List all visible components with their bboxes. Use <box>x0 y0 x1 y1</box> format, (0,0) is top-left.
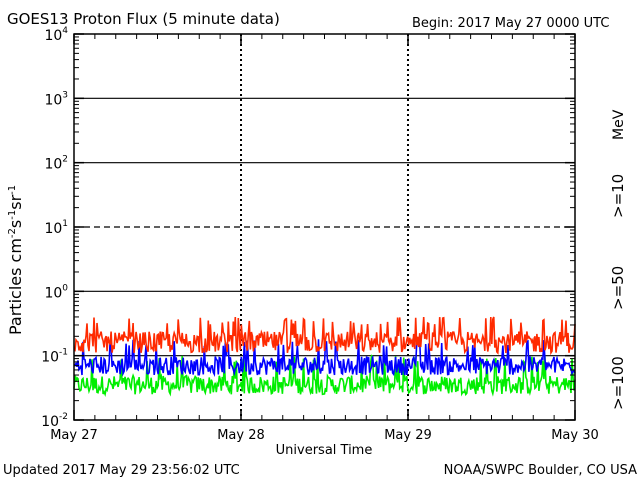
footer-credit: NOAA/SWPC Boulder, CO USA <box>444 463 637 478</box>
y-tick-label: 102 <box>44 155 68 173</box>
y-tick-label-exp: 1 <box>62 219 68 229</box>
y-tick-label: 103 <box>44 90 68 108</box>
y-tick-label: 10-1 <box>41 348 68 366</box>
x-tick-label: May 30 <box>551 428 599 443</box>
begin-label: Begin: 2017 May 27 0000 UTC <box>412 16 609 31</box>
y-tick-label-exp: 0 <box>62 283 68 293</box>
y-axis-label-sup3: -1 <box>7 185 18 195</box>
x-axis-label: Universal Time <box>276 443 373 458</box>
y-tick-label-exp: 3 <box>62 90 68 100</box>
y-axis-label-main: Particles cm <box>6 238 25 335</box>
y-tick-label-exp: 2 <box>62 155 68 165</box>
series-line-2 <box>73 354 576 398</box>
y-tick-label-exp: -1 <box>59 348 68 358</box>
legend-series-50: >=50 <box>609 266 627 310</box>
x-tick-label: May 28 <box>217 428 265 443</box>
y-tick-label-base: 10 <box>44 157 62 173</box>
y-tick-label: 100 <box>44 283 68 301</box>
y-tick-label-base: 10 <box>44 92 62 108</box>
y-axis-label: Particles cm-2s-1sr-1 <box>6 185 25 335</box>
y-tick-label-base: 10 <box>44 285 62 301</box>
y-tick-label: 101 <box>44 219 68 237</box>
series-line-1 <box>73 339 576 378</box>
chart-title: GOES13 Proton Flux (5 minute data) <box>7 10 280 28</box>
y-tick-label-base: 10 <box>44 28 62 44</box>
y-axis-label-s: s <box>6 220 25 228</box>
legend-series-100: >=100 <box>609 356 627 410</box>
footer-updated: Updated 2017 May 29 23:56:02 UTC <box>3 463 240 478</box>
legend-series-10: >=10 <box>609 174 627 218</box>
series-line-0 <box>73 316 576 356</box>
x-tick-label: May 27 <box>50 428 98 443</box>
y-axis-label-sup2: -1 <box>7 210 18 220</box>
y-axis-label-sup1: -2 <box>7 228 18 238</box>
x-tick-label: May 29 <box>384 428 432 443</box>
y-axis-label-sr: sr <box>6 194 25 209</box>
y-tick-label-exp: 4 <box>62 26 68 36</box>
legend-unit: MeV <box>611 109 627 140</box>
y-tick-label: 10-2 <box>41 412 68 430</box>
y-tick-label-base: 10 <box>41 414 59 430</box>
y-tick-label-base: 10 <box>41 350 59 366</box>
y-tick-label-base: 10 <box>44 221 62 237</box>
y-tick-label-exp: -2 <box>59 412 68 422</box>
y-tick-label: 104 <box>44 26 68 44</box>
